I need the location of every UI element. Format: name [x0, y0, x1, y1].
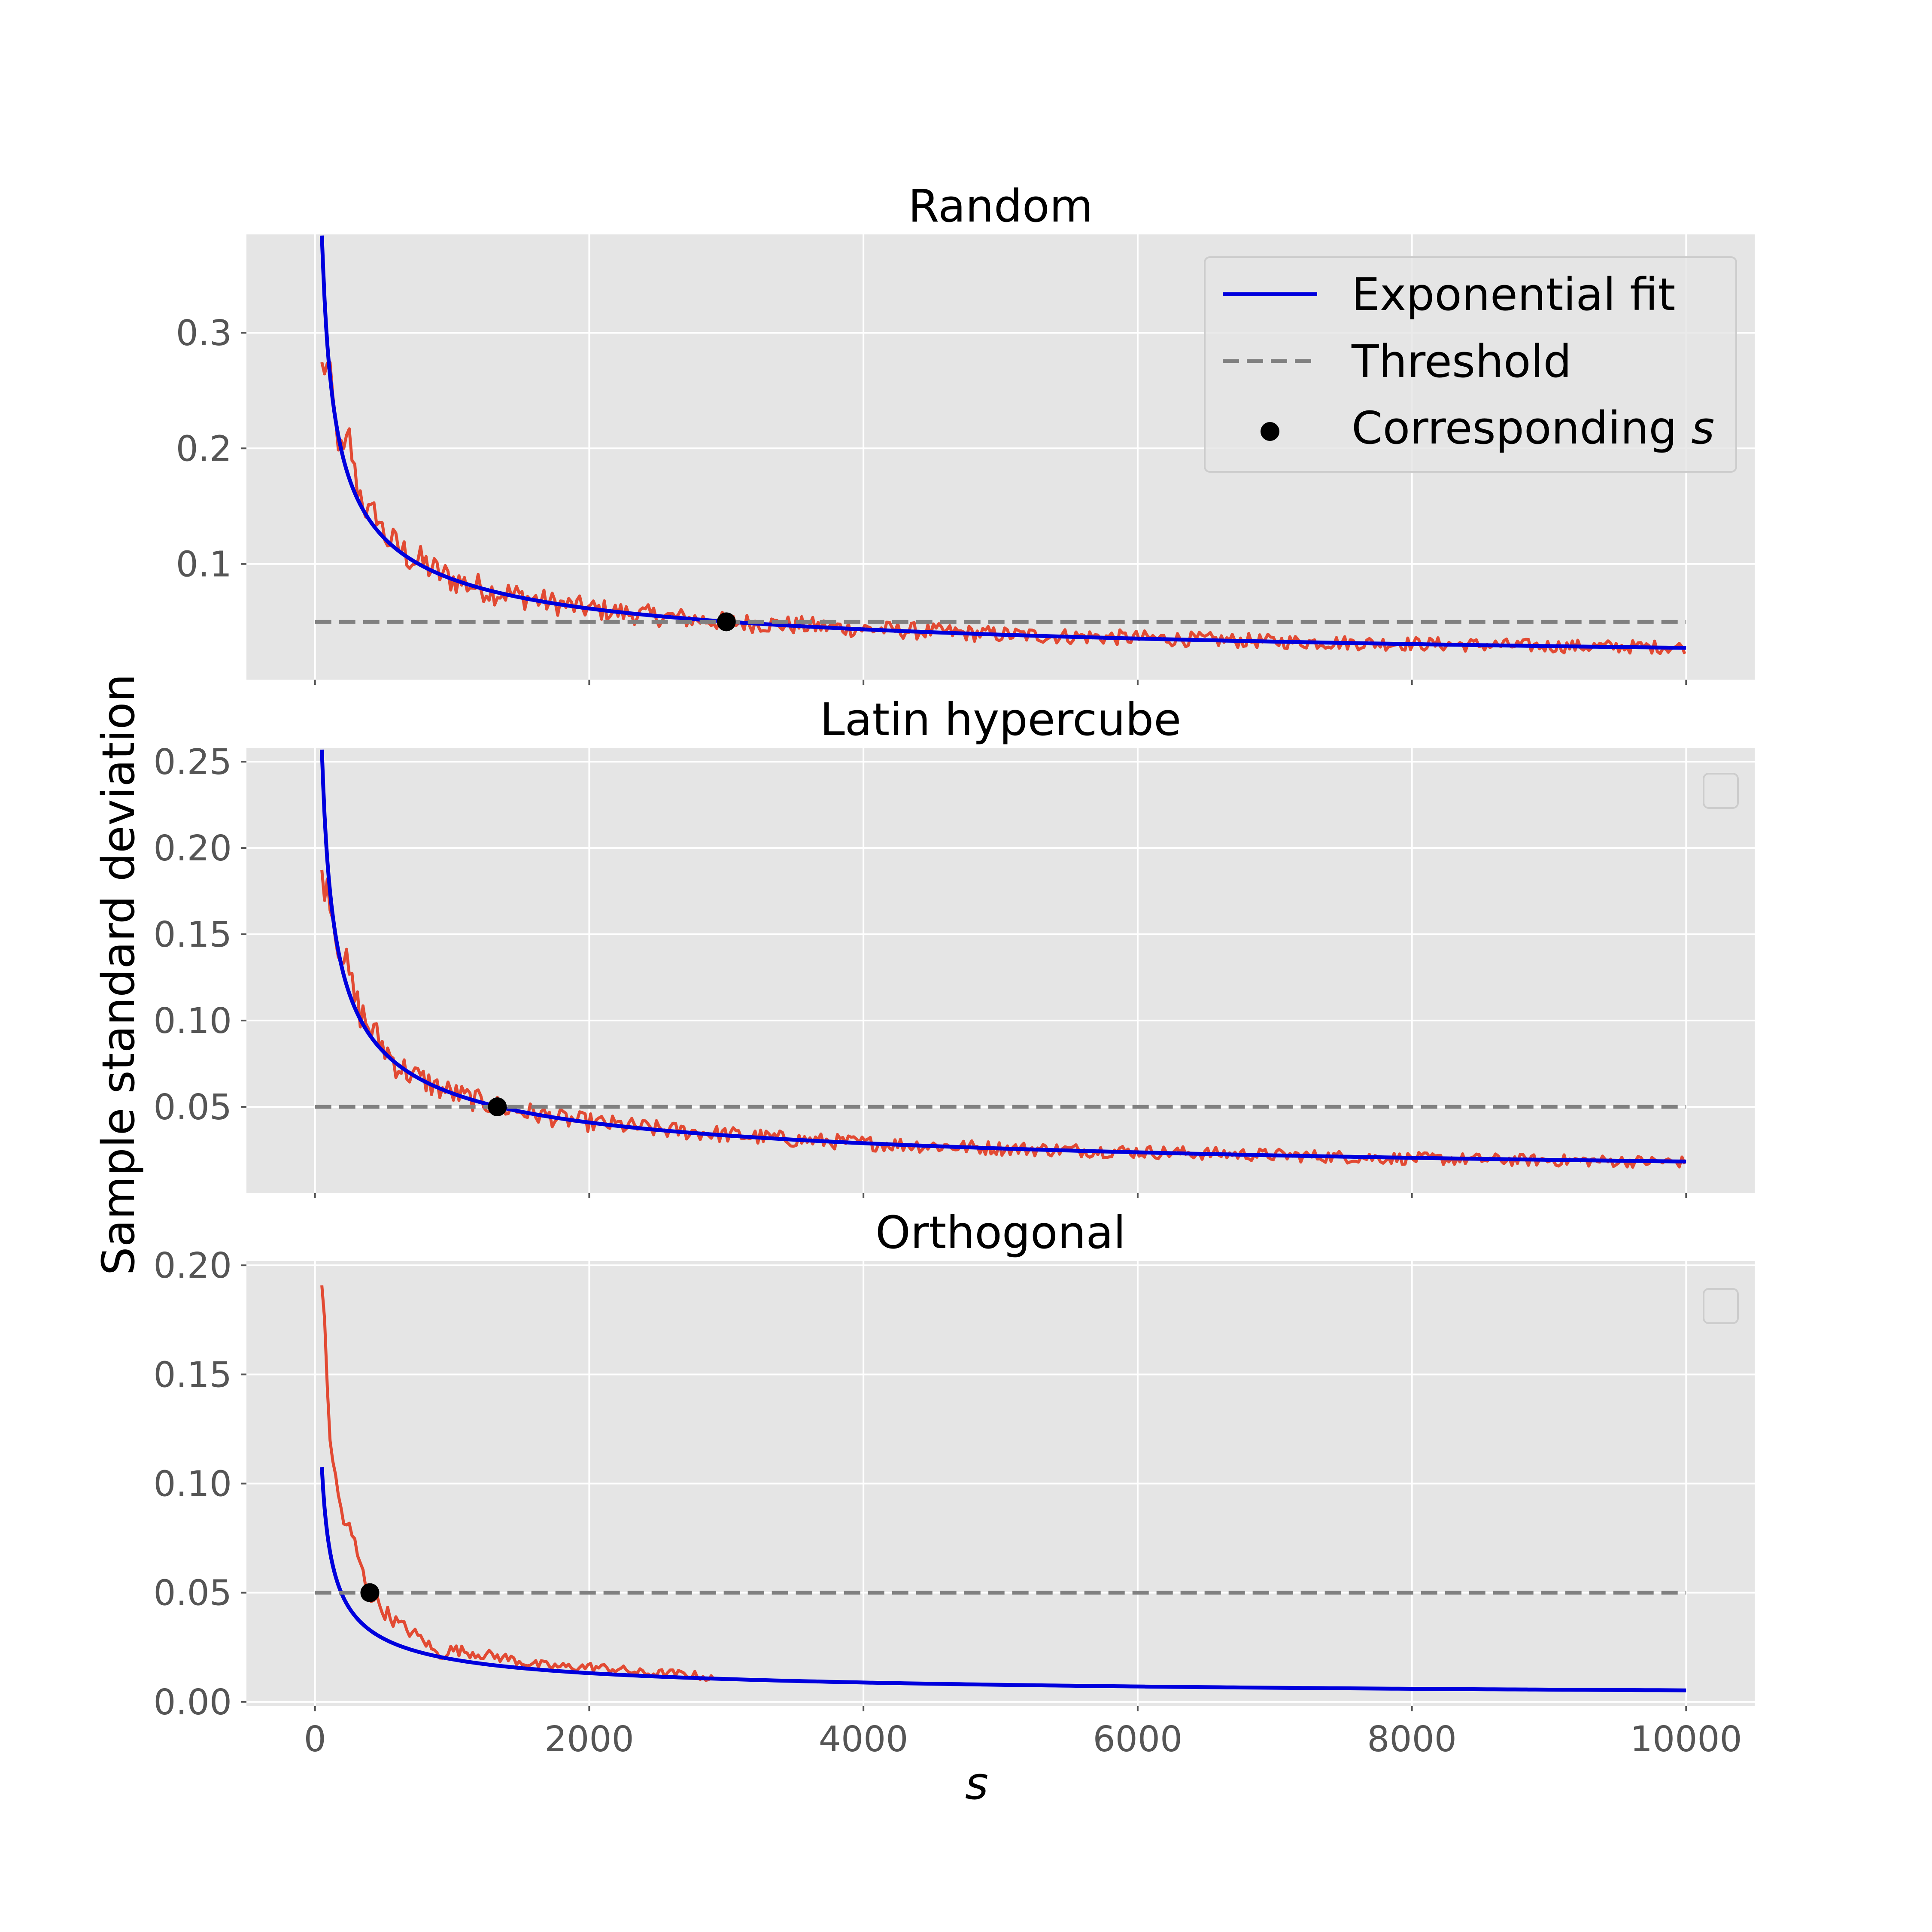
fit-line	[320, 235, 1686, 650]
y-tick-label: 0.10	[153, 1001, 232, 1042]
legend-point-label: Corresponding s	[1352, 402, 1714, 454]
x-tick-label: 8000	[1367, 1719, 1457, 1760]
panel-title: Latin hypercube	[820, 693, 1181, 746]
y-tick-label: 0.10	[153, 1464, 232, 1505]
y-tick-label: 0.25	[153, 742, 232, 783]
corresponding-s-point	[488, 1097, 507, 1117]
x-tick-label: 4000	[819, 1719, 908, 1760]
legend-frame	[1204, 256, 1737, 473]
y-tick-label: 0.20	[153, 828, 232, 869]
fit-line	[320, 1467, 1686, 1692]
panel-3: 0 2000 4000 6000 8000 10000 0.00 0.05 0.10 0.15 0.…	[153, 1206, 1755, 1760]
legend-point-label-symbol: s	[1691, 402, 1714, 454]
y-tick-label: 0.05	[153, 1087, 232, 1128]
legend: Exponential fit Threshold Corresponding …	[1204, 256, 1737, 473]
y-tick-label: 0.15	[153, 1355, 232, 1395]
y-tick-label: 0.1	[176, 544, 232, 585]
y-tick-label: 0.05	[153, 1573, 232, 1614]
corresponding-s-point	[360, 1583, 380, 1602]
y-tick-label: 0.00	[153, 1682, 232, 1723]
y-tick-label: 0.3	[176, 313, 232, 354]
legend-point-label-text: Corresponding	[1352, 402, 1691, 454]
corresponding-s-point	[717, 612, 736, 632]
fit-line	[320, 749, 1686, 1163]
legend-point-swatch	[1261, 422, 1279, 441]
empty-legend-panel-2	[1703, 773, 1739, 809]
panel-2: 0.05 0.10 0.15 0.20 0.25 Latin hypercube	[153, 693, 1755, 1198]
y-axis-label: Sample standard deviation	[92, 674, 145, 1276]
y-tick-label: 0.2	[176, 428, 232, 469]
x-tick-label: 2000	[544, 1719, 634, 1760]
legend-threshold-label: Threshold	[1351, 335, 1572, 388]
x-tick-label: 10000	[1630, 1719, 1742, 1760]
x-axis-label: s	[965, 1757, 988, 1810]
y-tick-label: 0.15	[153, 914, 232, 955]
empty-legend-panel-3	[1703, 1288, 1739, 1324]
plot-area	[246, 748, 1755, 1193]
x-tick-label: 6000	[1093, 1719, 1183, 1760]
legend-fit-label: Exponential fit	[1352, 268, 1675, 321]
x-tick-label: 0	[304, 1719, 326, 1760]
panel-title: Orthogonal	[875, 1206, 1126, 1259]
panel-title: Random	[908, 180, 1093, 232]
y-tick-label: 0.20	[153, 1245, 232, 1286]
